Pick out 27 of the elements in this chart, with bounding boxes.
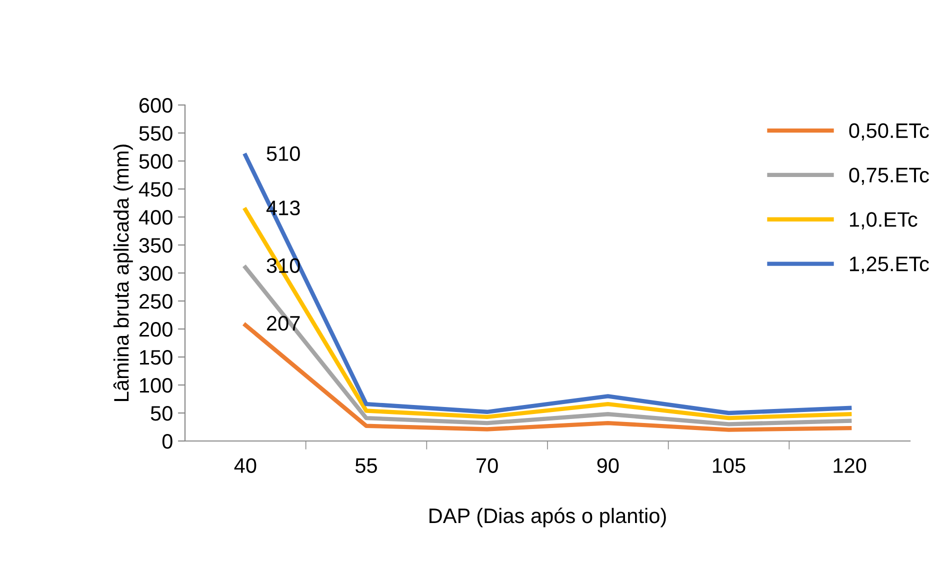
x-tick-label: 90: [597, 458, 619, 473]
y-tick-label: 550: [139, 126, 172, 141]
legend-label: 1,25.ETc: [850, 256, 929, 274]
y-tick-label: 600: [139, 98, 172, 113]
y-tick-label: 500: [139, 154, 172, 169]
legend-label: 0,50.ETc: [849, 123, 929, 141]
y-axis-title: Lâmina bruta aplicada (mm): [113, 144, 133, 401]
y-tick-label: 400: [138, 210, 172, 225]
y-tick-label: 200: [139, 322, 172, 337]
y-tick-label: 0: [162, 434, 172, 449]
data-label: 510: [266, 146, 300, 161]
x-axis-title: DAP (Dias após o plantio): [430, 508, 666, 528]
x-tick-label: 55: [356, 458, 377, 473]
y-tick-label: 150: [140, 350, 172, 365]
legend-label: 1,0.ETc: [850, 212, 918, 230]
y-tick-label: 250: [139, 294, 172, 309]
y-tick-label: 50: [150, 406, 172, 421]
x-tick-label: 40: [234, 458, 256, 473]
x-tick-label: 120: [834, 458, 866, 473]
data-label: 207: [267, 316, 300, 331]
y-tick-label: 300: [139, 266, 172, 281]
x-tick-label: 70: [476, 458, 498, 473]
y-tick-label: 350: [139, 238, 172, 253]
x-tick-label: 105: [712, 458, 746, 473]
y-tick-label: 450: [138, 182, 172, 197]
legend-label: 0,75.ETc: [849, 168, 929, 185]
y-tick-label: 100: [140, 378, 172, 393]
